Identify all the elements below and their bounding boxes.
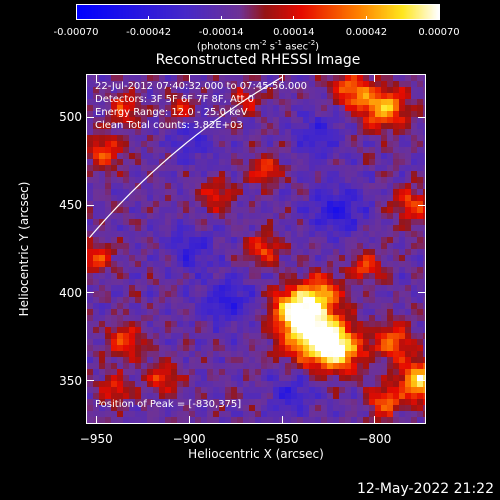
colorbar-tick-mark (365, 16, 367, 20)
x-tick-label: −900 (172, 432, 206, 446)
date-stamp: 12-May-2022 21:22 (356, 481, 494, 497)
y-tick-mark (87, 116, 94, 118)
colorbar-tick-mark (148, 16, 150, 20)
x-tick-mark (281, 75, 283, 82)
solar-limb-curve (88, 76, 283, 239)
colorbar-tick-mark (293, 16, 295, 20)
x-tick-label: −800 (358, 432, 392, 446)
x-tick-mark (374, 416, 376, 423)
y-tick-mark (87, 292, 94, 294)
chart-title: Reconstructed RHESSI Image (155, 52, 361, 68)
colorbar-tick-label: -0.00070 (53, 27, 99, 38)
colorbar-tick-mark (220, 16, 222, 20)
x-tick-label: −850 (265, 432, 299, 446)
x-tick-mark (95, 416, 97, 423)
x-tick-label: −950 (79, 432, 113, 446)
colorbar-tick-label: 0.00042 (345, 27, 388, 38)
limb-overlay (88, 76, 283, 239)
colorbar-unit-label: (photons cm-2 s-1 asec-2) (196, 39, 320, 53)
heatmap-image (87, 75, 425, 423)
y-tick-label: 350 (59, 373, 82, 388)
x-tick-mark (188, 416, 190, 423)
colorbar-tick-label: 0.00070 (418, 27, 460, 38)
colorbar-tick-mark (438, 16, 440, 20)
y-tick-label: 500 (59, 110, 82, 125)
colorbar-tick-label: -0.00014 (198, 27, 244, 38)
colorbar (76, 4, 440, 20)
plot-area: 22-Jul-2012 07:40:32.000 to 07:45:56.000… (86, 74, 426, 424)
colorbar-tick-label: 0.00014 (273, 27, 315, 38)
y-tick-label: 450 (59, 198, 82, 213)
colorbar-tick-label: -0.00042 (126, 27, 172, 38)
colorbar-tick-mark (75, 16, 77, 20)
annotation-clean: Clean Total counts: 3.82E+03 (95, 120, 243, 131)
annotation-peak: Position of Peak = [-830,375] (95, 399, 242, 410)
x-tick-mark (95, 75, 97, 82)
annotation-detectors: Detectors: 3F 5F 6F 7F 8F, Att 0 (95, 94, 255, 105)
y-tick-mark (418, 204, 425, 206)
annotation-energy: Energy Range: 12.0 - 25.0 keV (95, 107, 248, 118)
y-tick-mark (418, 292, 425, 294)
x-tick-mark (188, 75, 190, 82)
y-tick-mark (418, 116, 425, 118)
y-tick-mark (87, 204, 94, 206)
colorbar-gradient (77, 5, 439, 19)
y-tick-mark (418, 380, 425, 382)
x-tick-mark (374, 75, 376, 82)
y-axis-label: Heliocentric Y (arcsec) (17, 181, 31, 317)
y-tick-mark (87, 380, 94, 382)
annotation-time-range: 22-Jul-2012 07:40:32.000 to 07:45:56.000 (95, 81, 307, 92)
x-tick-mark (281, 416, 283, 423)
x-axis-label: Heliocentric X (arcsec) (188, 447, 324, 461)
y-tick-label: 400 (59, 285, 82, 300)
